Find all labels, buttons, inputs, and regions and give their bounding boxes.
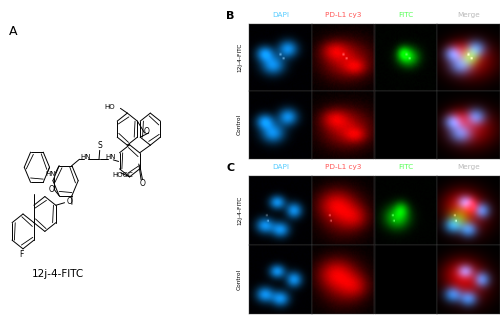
Text: O: O [67,197,72,206]
Text: 12j-4-FITC: 12j-4-FITC [237,196,242,225]
Text: C: C [226,163,234,173]
Text: O: O [144,127,150,136]
Text: Merge: Merge [457,164,480,170]
Text: S: S [98,141,102,151]
Text: F: F [20,250,24,259]
Text: FITC: FITC [398,12,413,18]
Text: DAPI: DAPI [272,164,289,170]
Text: Control: Control [237,269,242,290]
Text: 12j-4-FITC: 12j-4-FITC [32,269,84,279]
Text: HOOC: HOOC [112,172,133,178]
Text: HN: HN [46,171,56,177]
Text: A: A [9,25,18,38]
Text: Merge: Merge [457,12,480,18]
Text: HN: HN [80,154,91,160]
Text: 12j-4-FITC: 12j-4-FITC [237,43,242,72]
Text: HN: HN [106,154,116,160]
Text: B: B [226,11,234,21]
Text: PD-L1 cy3: PD-L1 cy3 [325,12,362,18]
Text: FITC: FITC [398,164,413,170]
Text: DAPI: DAPI [272,12,289,18]
Text: O: O [48,185,54,194]
Text: PD-L1 cy3: PD-L1 cy3 [325,164,362,170]
Text: HO: HO [104,104,115,110]
Text: O: O [140,179,146,189]
Text: Control: Control [237,114,242,135]
